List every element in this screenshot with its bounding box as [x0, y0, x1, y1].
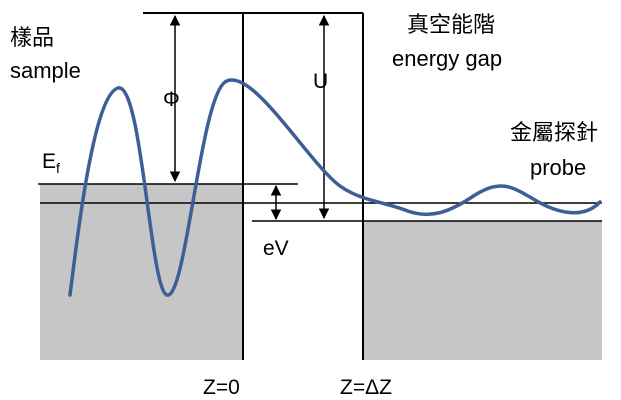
barrier-height-symbol: U	[313, 70, 328, 93]
work-function-symbol: Φ	[163, 88, 180, 111]
sample-metal-region	[40, 184, 243, 360]
sample-label-zh: 樣品	[10, 25, 54, 50]
z-delta-label: Z=ΔZ	[340, 376, 392, 399]
sample-label-en: sample	[10, 58, 81, 83]
energy-gap-label-zh: 真空能階	[407, 12, 495, 37]
probe-label-zh: 金屬探針	[510, 120, 598, 145]
energy-gap-label-en: energy gap	[392, 46, 502, 71]
fermi-subscript: f	[56, 160, 60, 176]
z-origin-label: Z=0	[203, 376, 240, 399]
probe-label-en: probe	[530, 155, 586, 180]
fermi-level-label: Ef	[42, 150, 60, 176]
wavefunction-curve	[68, 78, 602, 297]
bias-voltage-label: eV	[263, 237, 289, 260]
probe-metal-region	[363, 221, 602, 360]
